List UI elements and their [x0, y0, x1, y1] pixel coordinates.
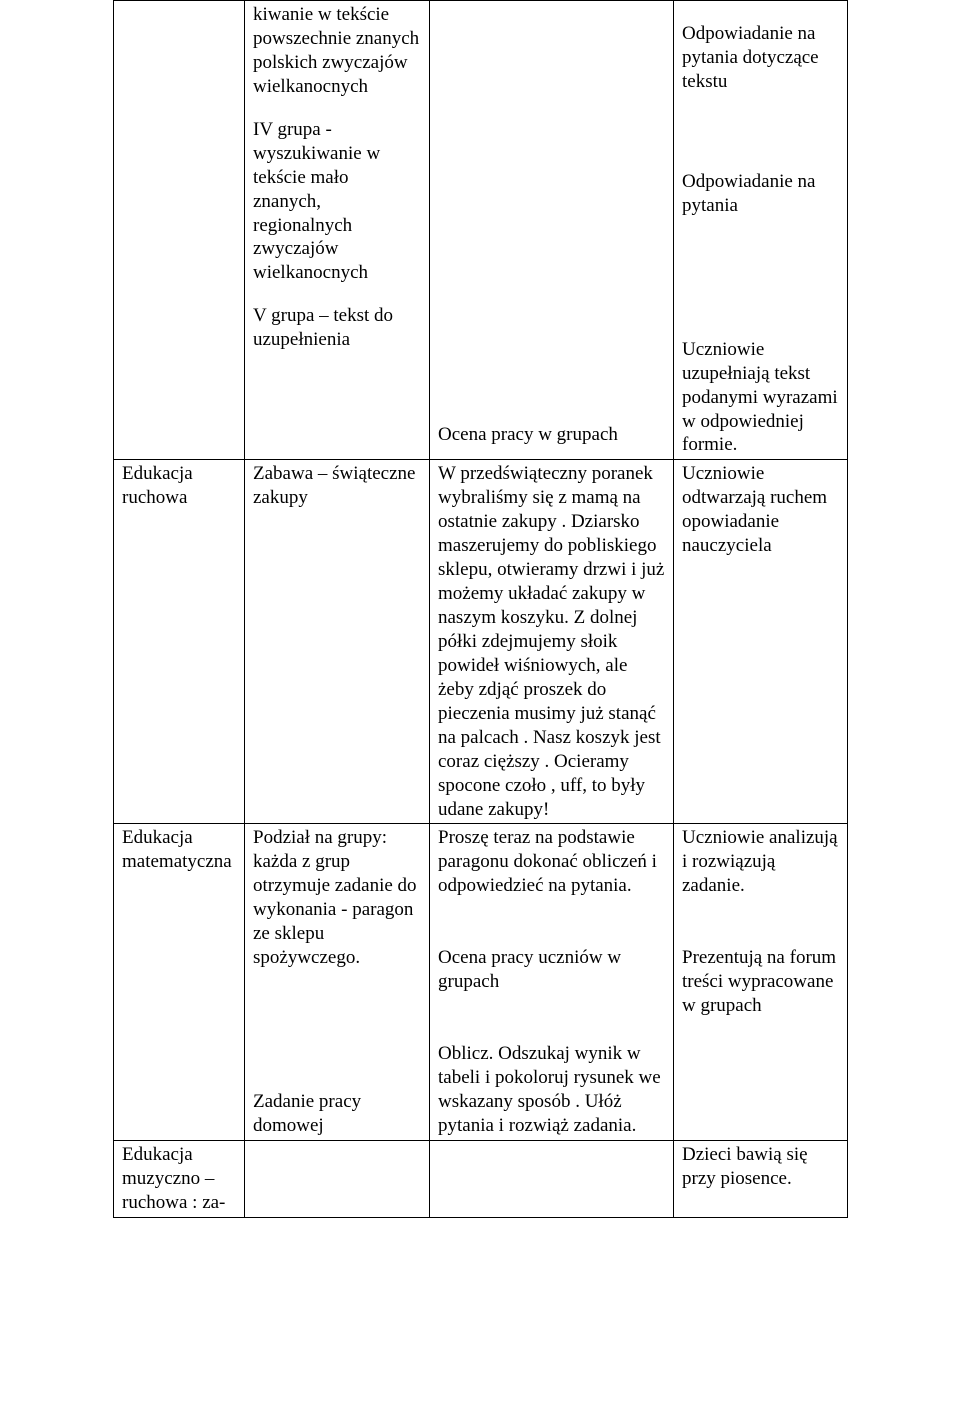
student-para: Prezentują na forum treści wypracowane w…: [682, 946, 839, 1018]
table-row: Edukacja muzyczno – ruchowa : za- Dzieci…: [114, 1140, 848, 1217]
table-row: Edukacja matematyczna Podział na grupy: …: [114, 824, 848, 1141]
teacher-para: Ocena pracy uczniów w grupach: [438, 946, 665, 994]
cell-student: Dzieci bawią się przy piosence.: [674, 1140, 848, 1217]
cell-student: Odpowiadanie na pytania dotyczące tekstu…: [674, 1, 848, 460]
student-para: Uczniowie uzupełniają tekst podanymi wyr…: [682, 338, 839, 458]
cell-teacher: W przedświąteczny poranek wybraliśmy się…: [430, 460, 674, 824]
cell-activity: kiwanie w tekście powszechnie znanych po…: [245, 1, 430, 460]
cell-teacher: Proszę teraz na podstawie paragonu dokon…: [430, 824, 674, 1141]
table-row: Edukacja ruchowa Zabawa – świąteczne zak…: [114, 460, 848, 824]
teacher-para: Oblicz. Odszukaj wynik w tabeli i pokolo…: [438, 1042, 665, 1138]
cell-teacher: Ocena pracy w grupach: [430, 1, 674, 460]
activity-para: kiwanie w tekście powszechnie znanych po…: [253, 3, 421, 99]
student-para: Uczniowie odtwarzają ruchem opowiadanie …: [682, 462, 839, 558]
cell-activity: Podział na grupy: każda z grup otrzymuje…: [245, 824, 430, 1141]
student-para: Dzieci bawią się przy piosence.: [682, 1143, 839, 1191]
table-row: kiwanie w tekście powszechnie znanych po…: [114, 1, 848, 460]
page: kiwanie w tekście powszechnie znanych po…: [0, 0, 960, 1218]
activity-para: Zadanie pracy domowej: [253, 1090, 421, 1138]
cell-teacher: [430, 1140, 674, 1217]
activity-para: V grupa – tekst do uzupełnienia: [253, 304, 421, 352]
subject-text: Edukacja muzyczno – ruchowa : za-: [122, 1143, 236, 1215]
cell-subject: Edukacja muzyczno – ruchowa : za-: [114, 1140, 245, 1217]
curriculum-table: kiwanie w tekście powszechnie znanych po…: [113, 0, 848, 1218]
subject-text: Edukacja ruchowa: [122, 462, 236, 510]
activity-para: Zabawa – świąteczne zakupy: [253, 462, 421, 510]
cell-activity: [245, 1140, 430, 1217]
teacher-para: W przedświąteczny poranek wybraliśmy się…: [438, 462, 665, 821]
teacher-para: Ocena pracy w grupach: [438, 423, 665, 447]
activity-para: Podział na grupy: każda z grup otrzymuje…: [253, 826, 421, 970]
cell-subject: [114, 1, 245, 460]
cell-student: Uczniowie odtwarzają ruchem opowiadanie …: [674, 460, 848, 824]
cell-student: Uczniowie analizują i rozwiązują zadanie…: [674, 824, 848, 1141]
subject-text: Edukacja matematyczna: [122, 826, 236, 874]
cell-subject: Edukacja ruchowa: [114, 460, 245, 824]
cell-activity: Zabawa – świąteczne zakupy: [245, 460, 430, 824]
activity-para: IV grupa - wyszukiwanie w tekście mało z…: [253, 118, 421, 286]
student-para: Uczniowie analizują i rozwiązują zadanie…: [682, 826, 839, 898]
cell-subject: Edukacja matematyczna: [114, 824, 245, 1141]
student-para: Odpowiadanie na pytania: [682, 170, 839, 218]
teacher-para: Proszę teraz na podstawie paragonu dokon…: [438, 826, 665, 898]
student-para: Odpowiadanie na pytania dotyczące tekstu: [682, 22, 839, 94]
